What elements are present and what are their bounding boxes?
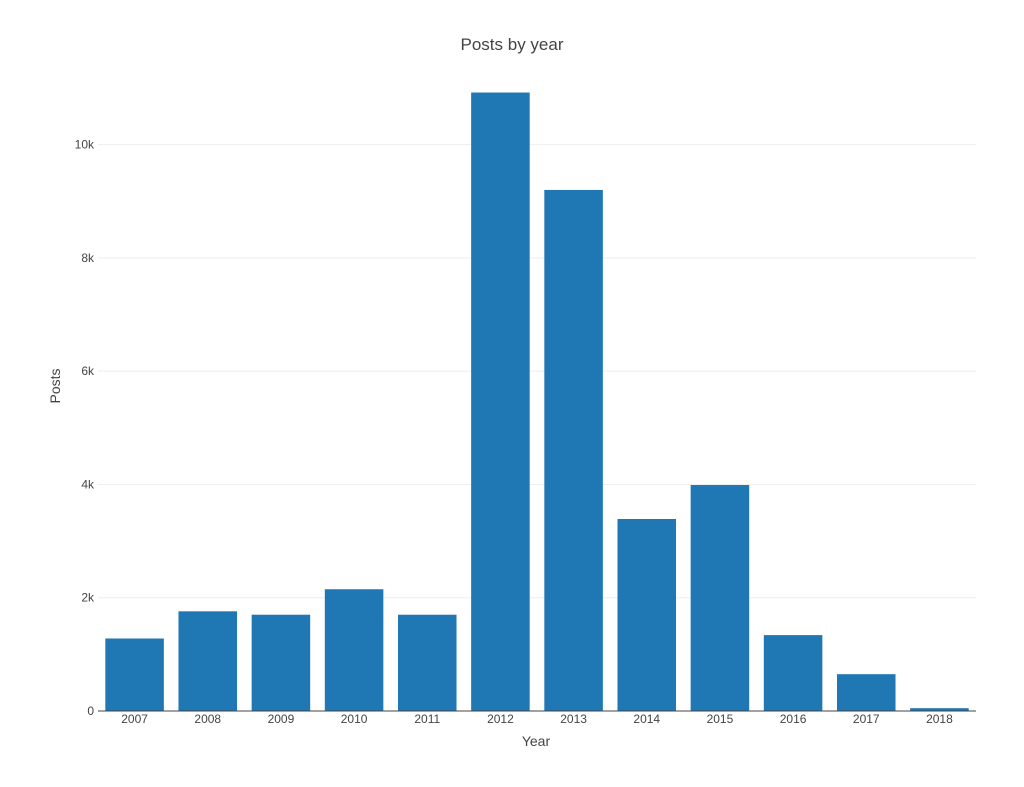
x-tick-label: 2013 bbox=[560, 712, 587, 726]
x-axis-title: Year bbox=[522, 733, 551, 749]
bar-2011 bbox=[397, 614, 457, 711]
bar-2013 bbox=[544, 189, 603, 712]
y-tick-label: 10k bbox=[75, 138, 95, 152]
bar-2009 bbox=[251, 614, 311, 711]
y-tick-label: 0 bbox=[87, 704, 94, 718]
x-tick-label: 2008 bbox=[194, 712, 221, 726]
bar-2007 bbox=[105, 638, 164, 711]
x-tick-label: 2012 bbox=[487, 712, 514, 726]
x-tick-label: 2010 bbox=[341, 712, 368, 726]
bar-2017 bbox=[836, 674, 896, 711]
bar-2018 bbox=[910, 708, 969, 711]
grid-layer bbox=[98, 144, 976, 599]
y-tick-label: 4k bbox=[81, 477, 95, 491]
bar-2014 bbox=[617, 519, 677, 711]
bar-2010 bbox=[324, 589, 384, 711]
x-tick-label: 2011 bbox=[414, 712, 440, 726]
x-tick-label: 2016 bbox=[780, 712, 807, 726]
x-tick-label: 2017 bbox=[853, 712, 880, 726]
bar-2015 bbox=[690, 485, 750, 711]
y-tick-label: 2k bbox=[81, 591, 95, 605]
y-tick-label: 8k bbox=[81, 251, 95, 265]
bar-2012 bbox=[471, 92, 530, 712]
bar-2016 bbox=[763, 635, 823, 711]
y-tick-label: 6k bbox=[81, 364, 95, 378]
x-tick-label: 2009 bbox=[268, 712, 295, 726]
x-tick-label: 2018 bbox=[926, 712, 953, 726]
chart-title: Posts by year bbox=[461, 35, 564, 54]
bar-layer bbox=[105, 92, 969, 712]
x-tick-label: 2015 bbox=[707, 712, 734, 726]
y-axis-title: Posts bbox=[47, 368, 63, 403]
x-tick-label: 2014 bbox=[633, 712, 660, 726]
bar-2008 bbox=[178, 611, 238, 711]
axis-layer: 0 2k 4k 6k 8k 10k 2007 2008 2009 2010 2011 2012 2013… bbox=[75, 138, 976, 726]
x-tick-label: 2007 bbox=[121, 712, 148, 726]
